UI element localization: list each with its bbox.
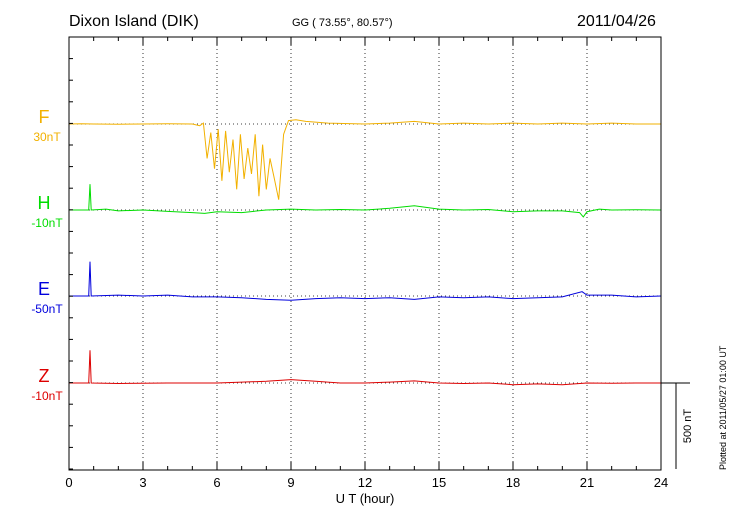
component-letter-f: F — [39, 107, 50, 127]
component-letter-h: H — [38, 193, 51, 213]
x-tick-label: 9 — [287, 475, 294, 490]
x-tick-label: 6 — [213, 475, 220, 490]
x-axis-label: U T (hour) — [336, 491, 395, 506]
x-tick-labels: 0 3 6 9 12 15 18 21 24 — [65, 475, 668, 490]
component-offset-e: -50nT — [31, 302, 63, 316]
x-tick-label: 21 — [580, 475, 594, 490]
trace-z — [69, 350, 661, 386]
axis-ticks — [68, 37, 662, 470]
grid-lines — [142, 37, 588, 470]
station-title: Dixon Island (DIK) — [69, 13, 199, 30]
traces — [68, 119, 662, 386]
component-offset-z: -10nT — [31, 389, 63, 403]
x-tick-label: 12 — [358, 475, 372, 490]
component-offset-h: -10nT — [31, 216, 63, 230]
x-tick-label: 15 — [432, 475, 446, 490]
x-tick-label: 24 — [654, 475, 668, 490]
x-tick-label: 18 — [506, 475, 520, 490]
component-letter-z: Z — [39, 366, 50, 386]
x-tick-label: 0 — [65, 475, 72, 490]
component-labels: F 30nT H -10nT E -50nT Z -10nT — [31, 107, 63, 403]
x-tick-label: 3 — [139, 475, 146, 490]
component-offset-f: 30nT — [33, 130, 61, 144]
date-label: 2011/04/26 — [577, 13, 656, 30]
scale-bar: 500 nT — [661, 382, 694, 469]
component-letter-e: E — [38, 279, 50, 299]
coordinates-label: GG ( 73.55°, 80.57°) — [292, 17, 393, 29]
scale-bar-label: 500 nT — [682, 409, 694, 444]
trace-e — [69, 261, 662, 301]
trace-f — [68, 119, 661, 200]
trace-h — [69, 184, 662, 218]
